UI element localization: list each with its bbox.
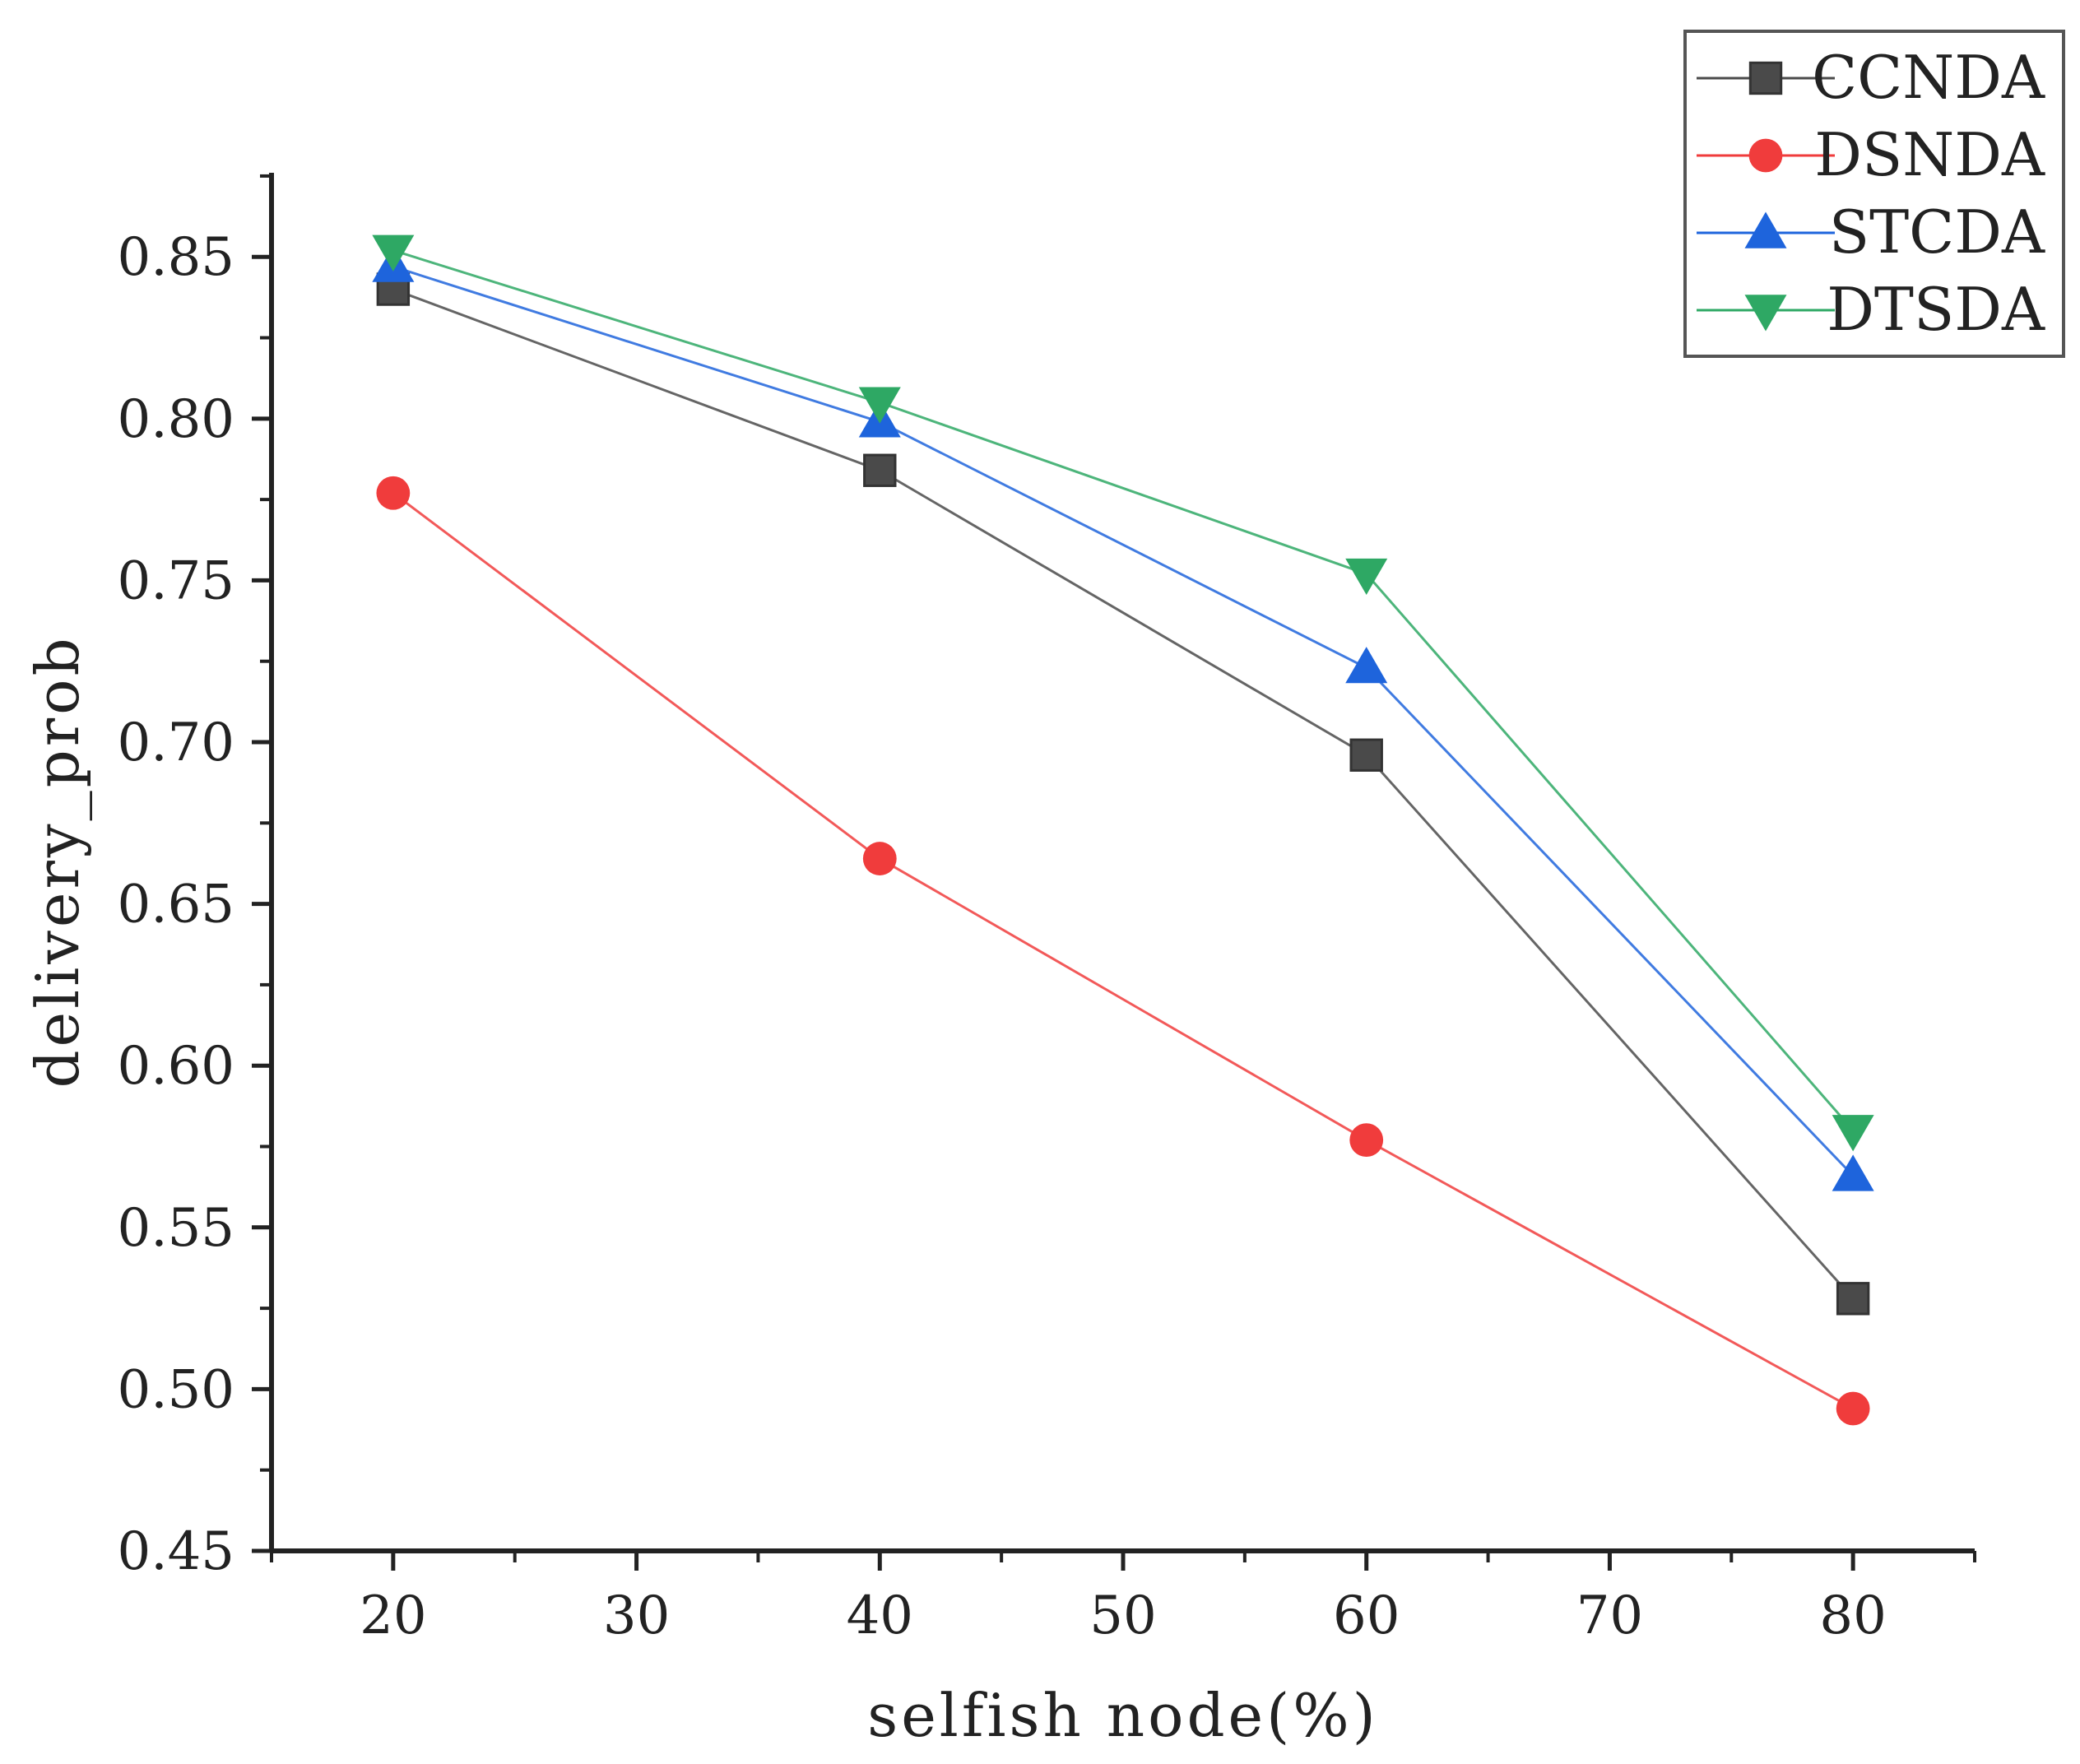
y-tick-label: 0.70	[118, 713, 235, 773]
series	[372, 234, 1874, 1426]
legend-item-ccnda: CCNDA	[1697, 43, 2045, 112]
x-tick-label: 20	[360, 1585, 426, 1646]
series-line-dtsda	[392, 248, 1855, 1131]
series-dtsda	[372, 234, 1874, 1152]
series-stcda	[372, 245, 1874, 1191]
y-tick-label: 0.50	[118, 1359, 235, 1420]
data-point-dsnda	[862, 842, 897, 875]
series-line-stcda	[392, 265, 1855, 1177]
series-ccnda	[376, 272, 1870, 1316]
y-tick-label: 0.60	[118, 1036, 235, 1097]
series-line-dsnda	[392, 492, 1854, 1410]
ticks: 20 30 40 50 60 70 80 0.45 0.50 0.55 0.60 0.65 0.70 0.…	[118, 174, 1976, 1646]
y-tick-label: 0.45	[118, 1521, 235, 1582]
y-tick-label: 0.65	[118, 875, 235, 935]
data-point-dsnda	[376, 476, 411, 510]
data-point-dtsda	[1832, 1115, 1874, 1152]
y-tick-label: 0.80	[118, 389, 235, 450]
x-tick-label: 50	[1089, 1585, 1156, 1646]
legend-label: DSNDA	[1814, 120, 2045, 189]
legend: CCNDA DSNDA STCDA DTSDA	[1683, 30, 2065, 358]
series-dsnda	[376, 476, 1870, 1426]
x-axis-title: selfish node(%)	[867, 1681, 1378, 1750]
data-point-stcda	[1345, 647, 1388, 684]
legend-box	[1683, 30, 2065, 358]
data-point-ccnda	[1349, 738, 1383, 772]
x-tick-label: 70	[1576, 1585, 1643, 1646]
x-tick-label: 40	[847, 1585, 913, 1646]
series-line-ccnda	[392, 288, 1855, 1300]
legend-marker	[1748, 61, 1783, 95]
legend-marker	[1744, 295, 1787, 332]
x-tick-label: 80	[1819, 1585, 1886, 1646]
legend-marker	[1744, 211, 1787, 248]
data-point-dtsda	[372, 234, 415, 272]
data-point-dsnda	[1349, 1123, 1384, 1158]
legend-item-dsnda: DSNDA	[1697, 120, 2045, 189]
data-point-dtsda	[1345, 558, 1388, 596]
legend-item-stcda: STCDA	[1697, 197, 2045, 267]
data-point-ccnda	[1836, 1282, 1870, 1316]
x-tick-label: 60	[1333, 1585, 1400, 1646]
data-point-ccnda	[863, 453, 897, 487]
legend-label: DTSDA	[1827, 275, 2045, 344]
y-axis-title: delivery_prob	[23, 634, 92, 1088]
axes	[269, 173, 1975, 1553]
data-point-dsnda	[1836, 1391, 1870, 1426]
legend-item-dtsda: DTSDA	[1697, 275, 2045, 344]
y-tick-label: 0.85	[118, 227, 235, 288]
data-point-stcda	[1832, 1154, 1874, 1191]
legend-label: CCNDA	[1812, 43, 2045, 112]
x-tick-label: 30	[603, 1585, 670, 1646]
legend-label: STCDA	[1829, 197, 2045, 267]
y-tick-label: 0.75	[118, 550, 235, 611]
legend-marker	[1748, 138, 1783, 173]
y-tick-label: 0.55	[118, 1198, 235, 1259]
data-point-dtsda	[858, 387, 901, 424]
